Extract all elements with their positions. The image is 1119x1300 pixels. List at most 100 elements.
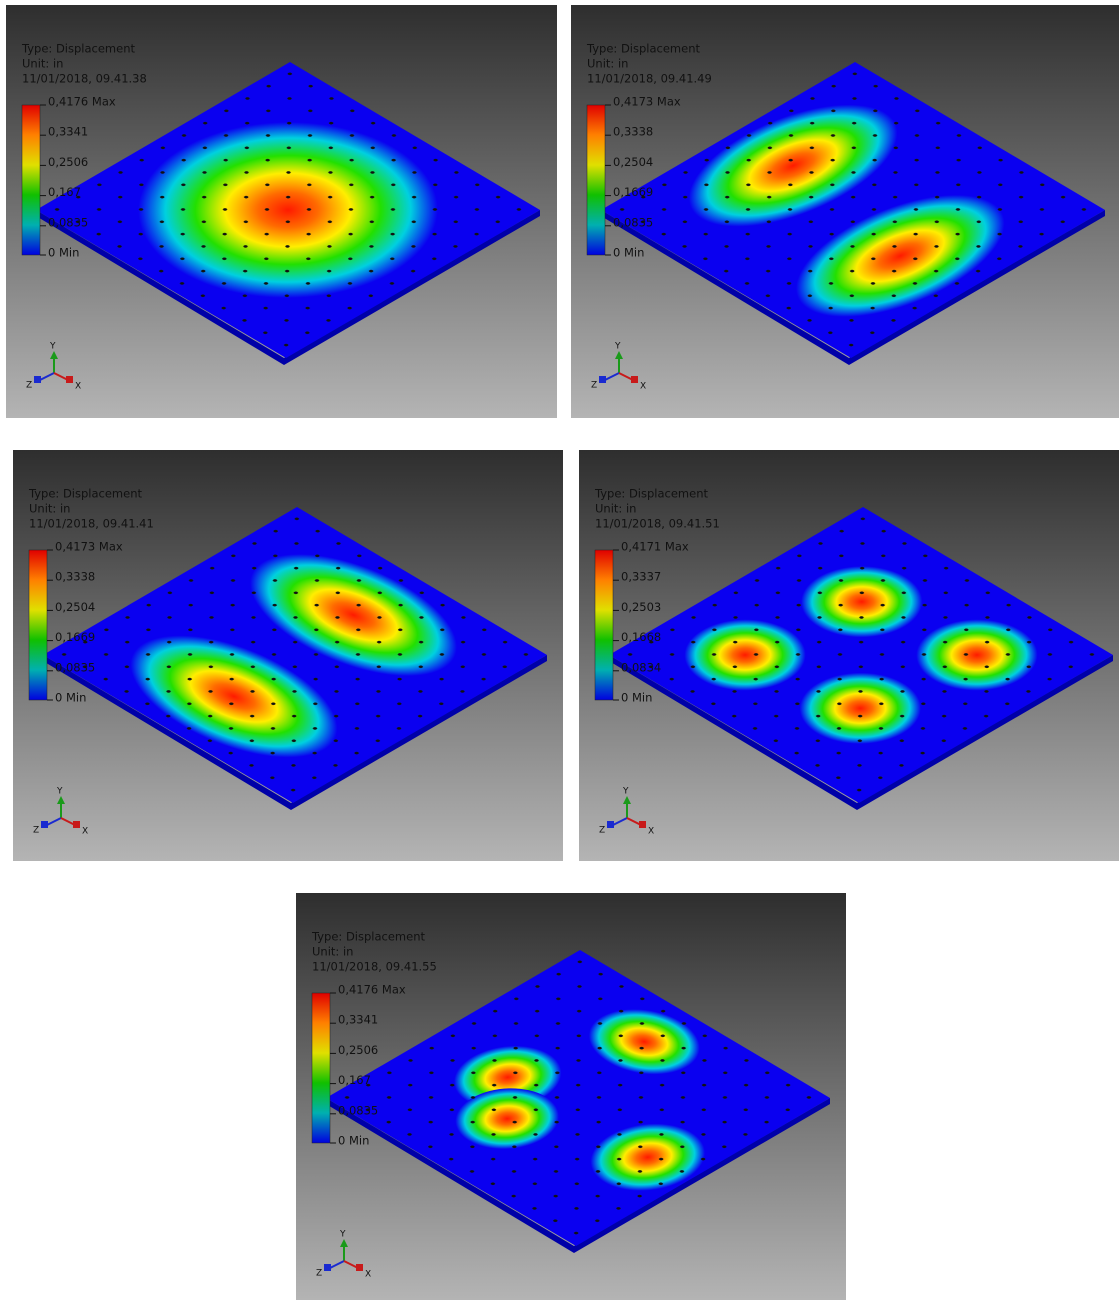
result-type: Type: Displacement (594, 487, 708, 501)
result-panel: Type: Displacement Unit: in 11/01/2018, 09… (13, 450, 563, 861)
axis-z-head (599, 376, 606, 383)
axis-label: Y (622, 787, 629, 797)
axis-y-head (50, 351, 58, 359)
result-type: Type: Displacement (311, 930, 425, 944)
legend-label: 0,3338 (55, 570, 95, 584)
axis-z-head (607, 821, 614, 828)
result-type: Type: Displacement (586, 42, 700, 56)
axis-label: X (82, 827, 88, 837)
result-panel: Type: Displacement Unit: in 11/01/2018, 09… (579, 450, 1119, 861)
result-panel: Type: Displacement Unit: in 11/01/2018, 09… (296, 893, 846, 1300)
legend-label: 0,2504 (55, 600, 95, 614)
legend-label: 0,2506 (338, 1043, 378, 1057)
axis-label: X (648, 827, 654, 837)
legend-label: 0,0834 (621, 660, 661, 674)
legend-bar (586, 104, 606, 256)
legend-label: 0 Min (55, 691, 86, 705)
axis-label: X (365, 1270, 371, 1280)
legend-label: 0,167 (338, 1073, 371, 1087)
axis-x-head (66, 376, 73, 383)
legend-label: 0,1669 (55, 630, 95, 644)
axis-z-head (34, 376, 41, 383)
axis-x-head (631, 376, 638, 383)
legend-label: 0,3341 (48, 125, 88, 139)
axis-y-head (340, 1239, 348, 1247)
legend-label: 0,0835 (613, 215, 653, 229)
legend-bar (28, 549, 48, 701)
mesh-nodes (601, 62, 1105, 358)
result-type: Type: Displacement (28, 487, 142, 501)
result-unit: Unit: in (22, 57, 63, 71)
axis-y-head (615, 351, 623, 359)
result-type: Type: Displacement (21, 42, 135, 56)
axis-label: Z (316, 1269, 322, 1279)
axis-label: Z (599, 826, 605, 836)
legend-label: 0,4171 Max (621, 540, 689, 554)
mesh-nodes (43, 507, 547, 803)
axis-label: X (75, 382, 81, 392)
legend-label: 0,1668 (621, 630, 661, 644)
legend-label: 0,0835 (48, 215, 88, 229)
result-timestamp: 11/01/2018, 09.41.51 (595, 517, 720, 531)
axis-y-head (623, 796, 631, 804)
legend-label: 0,2506 (48, 155, 88, 169)
legend-label: 0,4176 Max (338, 983, 406, 997)
legend-label: 0 Min (613, 246, 644, 260)
legend-label: 0,2504 (613, 155, 653, 169)
legend-label: 0,1669 (613, 185, 653, 199)
mesh-nodes (36, 62, 540, 358)
legend-bar (311, 992, 331, 1144)
axis-label: Z (33, 826, 39, 836)
legend-label: 0,3338 (613, 125, 653, 139)
axis-x-head (356, 1264, 363, 1271)
legend-label: 0,2503 (621, 600, 661, 614)
mesh-nodes (326, 950, 830, 1246)
result-unit: Unit: in (29, 502, 70, 516)
result-unit: Unit: in (595, 502, 636, 516)
axis-z-head (324, 1264, 331, 1271)
plate (609, 507, 1113, 803)
axis-z-head (41, 821, 48, 828)
axis-x-head (73, 821, 80, 828)
legend-label: 0,0835 (55, 660, 95, 674)
result-panel: Type: Displacement Unit: in 11/01/2018, 09… (6, 5, 557, 418)
result-timestamp: 11/01/2018, 09.41.41 (29, 517, 154, 531)
result-timestamp: 11/01/2018, 09.41.55 (312, 960, 437, 974)
legend-label: 0 Min (48, 246, 79, 260)
result-unit: Unit: in (587, 57, 628, 71)
result-timestamp: 11/01/2018, 09.41.38 (22, 72, 147, 86)
legend-label: 0,167 (48, 185, 81, 199)
legend-label: 0 Min (621, 691, 652, 705)
axis-label: Y (49, 342, 56, 352)
result-timestamp: 11/01/2018, 09.41.49 (587, 72, 712, 86)
mesh-nodes (609, 507, 1113, 803)
axis-label: Z (26, 381, 32, 391)
legend-label: 0,3337 (621, 570, 661, 584)
axis-y-head (57, 796, 65, 804)
legend-label: 0,4173 Max (55, 540, 123, 554)
result-panel: Type: Displacement Unit: in 11/01/2018, 09… (571, 5, 1119, 418)
axis-x-head (639, 821, 646, 828)
legend-bar (21, 104, 41, 256)
axis-label: Y (56, 787, 63, 797)
axis-label: Z (591, 381, 597, 391)
axis-label: Y (339, 1230, 346, 1240)
legend-bar (594, 549, 614, 701)
legend-label: 0,4176 Max (48, 95, 116, 109)
legend-label: 0,0835 (338, 1103, 378, 1117)
plate (601, 62, 1105, 358)
plate (43, 507, 547, 803)
legend-label: 0 Min (338, 1134, 369, 1148)
axis-label: X (640, 382, 646, 392)
legend-label: 0,4173 Max (613, 95, 681, 109)
result-unit: Unit: in (312, 945, 353, 959)
axis-label: Y (614, 342, 621, 352)
plate (36, 62, 540, 358)
plate (326, 950, 830, 1246)
legend-label: 0,3341 (338, 1013, 378, 1027)
